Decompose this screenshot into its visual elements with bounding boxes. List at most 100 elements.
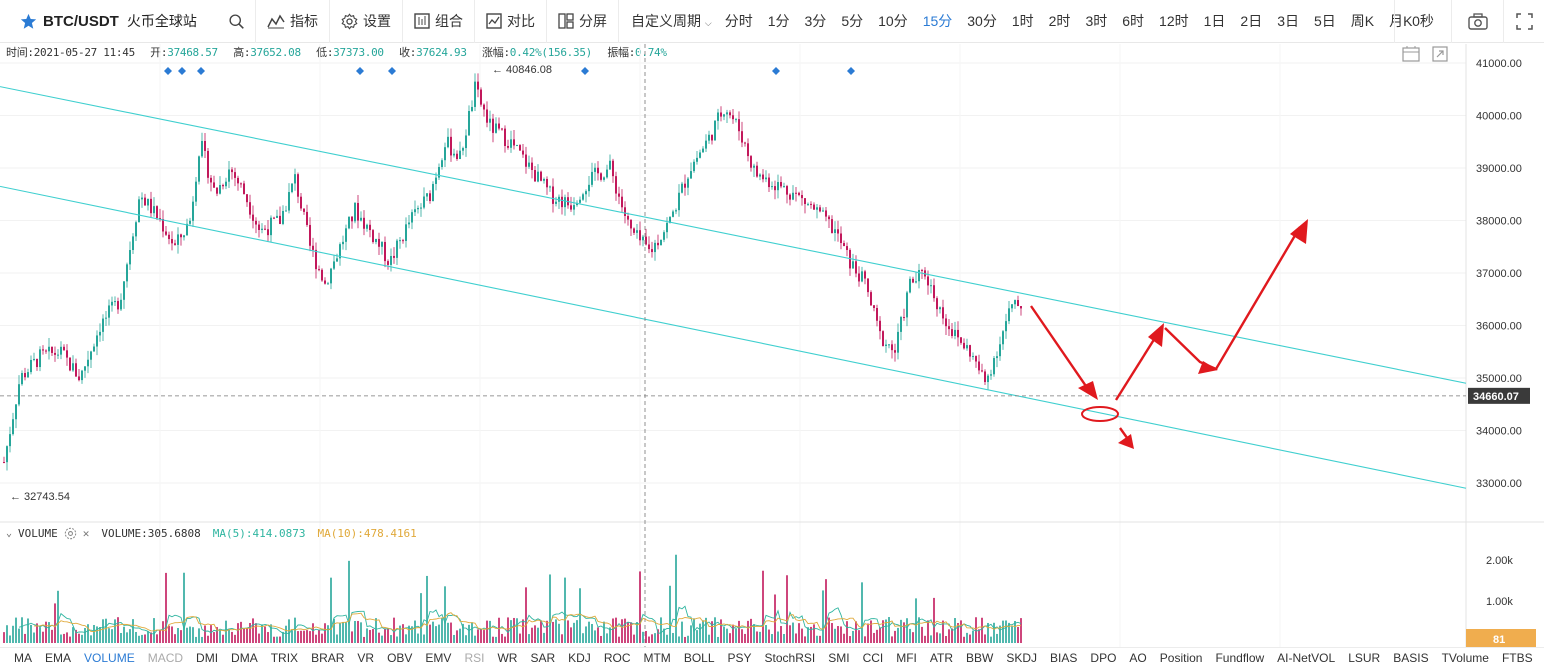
compare-button[interactable]: 对比 <box>475 0 547 43</box>
indicator-tab[interactable]: StochRSI <box>764 650 816 665</box>
close-icon[interactable]: ✕ <box>82 526 90 540</box>
indicator-tab[interactable]: MTM <box>643 650 671 665</box>
combo-label: 组合 <box>435 13 463 29</box>
period-option[interactable]: 3日 <box>1277 13 1299 29</box>
indicator-tab[interactable]: SKDJ <box>1006 650 1038 665</box>
candle-body <box>507 146 509 148</box>
period-option[interactable]: 5日 <box>1314 13 1336 29</box>
period-option[interactable]: 1分 <box>767 13 790 29</box>
indicator-tab[interactable]: TRIX <box>270 650 299 665</box>
period-option[interactable]: 周K <box>1350 13 1375 29</box>
indicator-tab[interactable]: Position <box>1159 650 1203 665</box>
price-chart[interactable]: ← 40846.08 ← 32743.54 41000.00 40000.00 39… <box>0 44 1544 647</box>
indicator-tab[interactable]: EMA <box>45 650 72 665</box>
channel-lower-line[interactable] <box>0 185 1467 489</box>
period-option[interactable]: 6时 <box>1122 13 1145 29</box>
candle-body <box>15 404 17 420</box>
chart-expand-button[interactable] <box>1432 46 1450 62</box>
indicator-tab[interactable]: DMA <box>231 650 258 665</box>
indicator-tab[interactable]: SMI <box>828 650 850 665</box>
candle-body <box>354 202 356 222</box>
signal-marker[interactable] <box>164 67 172 75</box>
period-option[interactable]: 12时 <box>1159 13 1189 29</box>
gear-icon[interactable] <box>64 527 77 540</box>
period-option[interactable]: 1日 <box>1203 13 1226 29</box>
price-axis-tick: 33000.00 <box>1476 478 1522 490</box>
signal-marker[interactable] <box>772 67 780 75</box>
volume-bar <box>366 628 368 643</box>
indicator-tab[interactable]: LSUR <box>1348 650 1381 665</box>
candle-body <box>846 246 848 250</box>
indicator-tab[interactable]: MACD <box>147 650 184 665</box>
indicator-tab[interactable]: BOLL <box>683 650 715 665</box>
signal-marker[interactable] <box>178 67 186 75</box>
indicator-tab[interactable]: OBV <box>387 650 413 665</box>
indicator-tab[interactable]: DPO <box>1090 650 1117 665</box>
indicator-tab[interactable]: VR <box>357 650 375 665</box>
indicator-tab[interactable]: AI-NetVOL <box>1277 650 1336 665</box>
low-value: 37373.00 <box>333 46 384 59</box>
signal-marker[interactable] <box>356 67 364 75</box>
collapse-icon[interactable]: ⌄ <box>6 527 13 539</box>
fullscreen-button[interactable] <box>1504 0 1544 43</box>
candle-body <box>711 134 713 141</box>
indicator-button[interactable]: 指标 <box>256 0 330 43</box>
candle-body <box>708 134 710 141</box>
volume-bar <box>753 624 755 643</box>
candle-body <box>411 212 413 223</box>
volume-bar <box>357 620 359 643</box>
split-screen-button[interactable]: 分屏 <box>547 0 619 43</box>
volume-bar <box>87 624 89 643</box>
period-option[interactable]: 2日 <box>1240 13 1263 29</box>
indicator-tab[interactable]: MA <box>14 650 32 665</box>
indicator-tab[interactable]: FTBS <box>1501 650 1533 665</box>
indicator-tab[interactable]: MFI <box>896 650 917 665</box>
indicator-tab[interactable]: EMV <box>425 650 452 665</box>
indicator-tab[interactable]: SAR <box>530 650 556 665</box>
settings-button[interactable]: 设置 <box>330 0 403 43</box>
candle-body <box>765 177 767 180</box>
candle-body <box>687 178 689 188</box>
channel-upper-line[interactable] <box>0 86 1467 384</box>
search-icon[interactable] <box>228 13 245 30</box>
star-icon[interactable] <box>20 13 37 30</box>
combo-button[interactable]: 组合 <box>403 0 475 43</box>
period-option[interactable]: 2时 <box>1048 13 1071 29</box>
indicator-tab[interactable]: ROC <box>603 650 631 665</box>
indicator-tab[interactable]: DMI <box>196 650 219 665</box>
screenshot-button[interactable] <box>1452 0 1504 43</box>
indicator-tab[interactable]: KDJ <box>568 650 591 665</box>
period-option[interactable]: 15分 <box>922 13 953 29</box>
candle-body <box>36 358 38 368</box>
signal-marker[interactable] <box>847 67 855 75</box>
signal-marker[interactable] <box>388 67 396 75</box>
indicator-tab[interactable]: BRAR <box>311 650 345 665</box>
indicator-tab[interactable]: BASIS <box>1393 650 1429 665</box>
indicator-tab[interactable]: BIAS <box>1050 650 1078 665</box>
indicator-tab[interactable]: VOLUME <box>84 650 135 665</box>
period-option[interactable]: 5分 <box>841 13 864 29</box>
indicator-tab[interactable]: CCI <box>862 650 884 665</box>
period-option[interactable]: 30分 <box>967 13 997 29</box>
indicator-tab[interactable]: Fundflow <box>1215 650 1265 665</box>
period-option[interactable]: 1时 <box>1011 13 1034 29</box>
indicator-tab[interactable]: AO <box>1129 650 1147 665</box>
indicator-tab[interactable]: WR <box>497 650 518 665</box>
volume-bars <box>3 554 1022 643</box>
indicator-tab[interactable]: ATR <box>929 650 954 665</box>
signal-marker[interactable] <box>581 67 589 75</box>
symbol-selector[interactable]: BTC/USDT 火币全球站 <box>0 0 256 43</box>
signal-marker[interactable] <box>197 67 205 75</box>
period-option[interactable]: 3时 <box>1085 13 1108 29</box>
indicator-tab[interactable]: TVolume <box>1441 650 1489 665</box>
candle-body <box>321 269 323 281</box>
indicator-tab[interactable]: BBW <box>966 650 994 665</box>
custom-period-dropdown[interactable]: 自定义周期 ⌵ <box>631 11 712 31</box>
period-option[interactable]: 3分 <box>804 13 827 29</box>
indicator-tab[interactable]: PSY <box>727 650 752 665</box>
period-option[interactable]: 10分 <box>878 13 908 29</box>
period-option[interactable]: 分时 <box>724 13 753 29</box>
chart-settings-button[interactable] <box>1402 46 1420 62</box>
candle-body <box>774 186 776 191</box>
indicator-tab[interactable]: RSI <box>464 650 485 665</box>
